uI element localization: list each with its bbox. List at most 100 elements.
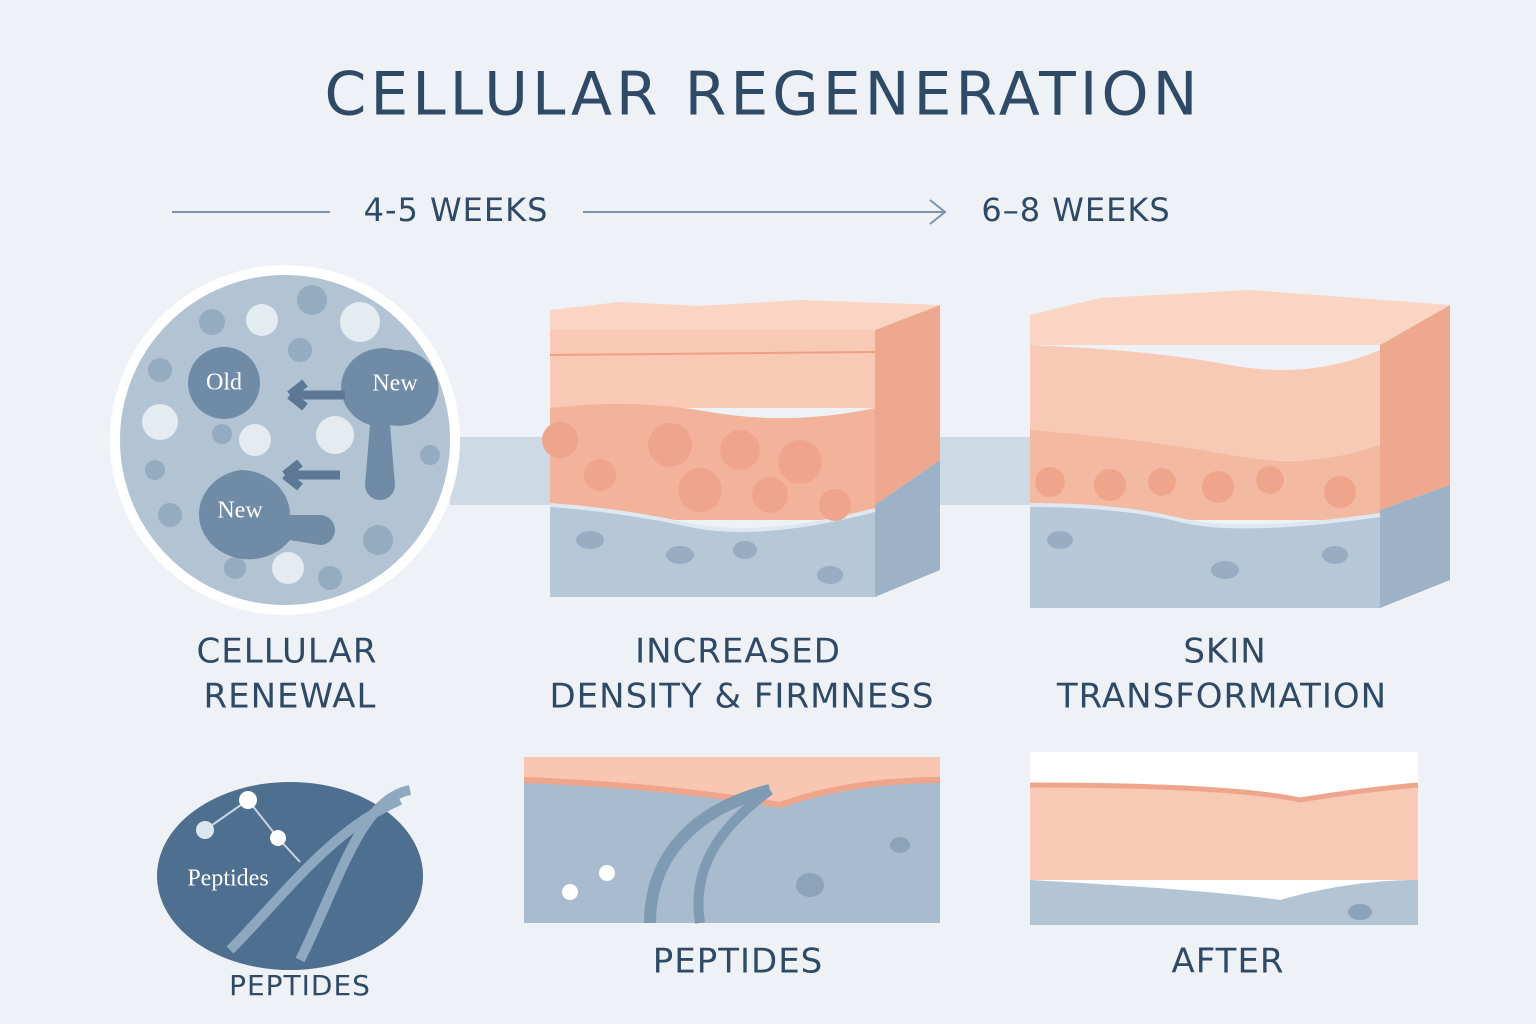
illustration-circle: [599, 865, 615, 881]
illustration-polyline: [204, 798, 301, 863]
arrow-head: [929, 199, 947, 225]
illustration-circle: [158, 503, 182, 527]
bottom-label: AFTER: [1171, 942, 1284, 982]
panel-label: DENSITY & FIRMNESS: [550, 677, 935, 717]
illustration-circle: [819, 489, 851, 521]
skin-block: [1029, 290, 1450, 608]
illustration-circle: [318, 566, 342, 590]
illustration-line: [549, 351, 876, 356]
illustration-path: [226, 795, 402, 954]
panel-label: TRANSFORMATION: [1056, 677, 1387, 717]
illustration-circle: [648, 423, 692, 467]
panel-label: CELLULAR: [197, 632, 378, 672]
cell-label: Old: [206, 370, 242, 396]
illustration-path: [523, 777, 941, 809]
illustration-ellipse: [1322, 546, 1348, 564]
timeline-end: 6–8 WEEKS: [981, 191, 1170, 229]
bottom-label: PEPTIDES: [653, 942, 824, 982]
illustration-circle: [1202, 471, 1234, 503]
illustration-circle: [363, 525, 393, 555]
after-panel: [1029, 752, 1419, 925]
illustration-circle: [420, 445, 440, 465]
illustration-path: [644, 784, 772, 924]
illustration-path: [287, 379, 345, 411]
peptide-oval: [157, 782, 423, 970]
illustration-rect: [550, 330, 875, 408]
illustration-circle: [1035, 467, 1065, 497]
illustration-circle: [246, 304, 278, 336]
illustration-path: [295, 785, 412, 963]
illustration-path: [341, 348, 439, 500]
illustration-path: [1029, 503, 1381, 529]
illustration-path: [1030, 880, 1418, 925]
illustration-circle: [148, 358, 172, 382]
cell-circle: [110, 265, 460, 615]
illustration-circle: [196, 821, 214, 839]
illustration-circle: [272, 552, 304, 584]
illustration-ellipse: [817, 566, 843, 584]
illustration-ellipse: [666, 546, 694, 564]
illustration-circle: [752, 477, 788, 513]
illustration-polygon: [875, 305, 940, 505]
illustration-path: [282, 459, 340, 491]
illustration-ellipse: [890, 837, 910, 853]
illustration-circle: [145, 460, 165, 480]
illustration-circle: [316, 416, 354, 454]
illustration-circle: [224, 557, 246, 579]
illustration-ellipse: [733, 541, 757, 559]
illustration-circle: [678, 468, 722, 512]
illustration-path: [550, 403, 875, 520]
connector: [450, 437, 555, 505]
illustration-polygon: [1380, 485, 1450, 608]
illustration-polygon: [1380, 305, 1450, 510]
illustration-circle: [1148, 468, 1176, 496]
illustration-path: [549, 503, 876, 532]
illustration-polygon: [550, 300, 940, 330]
illustration-circle: [188, 347, 260, 419]
illustration-polygon: [1030, 290, 1450, 345]
panel-label: RENEWAL: [204, 677, 377, 717]
illustration-circle: [239, 424, 271, 456]
illustration-path: [1030, 505, 1380, 608]
skin-block: [542, 300, 940, 597]
illustration-ellipse: [576, 531, 604, 549]
illustration-circle: [239, 791, 257, 809]
illustration-circle: [199, 309, 225, 335]
illustration-circle: [1094, 469, 1126, 501]
illustration-circle: [297, 285, 327, 315]
bottom-label: PEPTIDES: [229, 969, 371, 1002]
illustration-circle: [584, 459, 616, 491]
title: CELLULAR REGENERATION: [324, 60, 1201, 130]
illustration-circle: [1256, 466, 1284, 494]
illustration-circle: [778, 440, 822, 484]
illustration-ellipse: [1211, 561, 1239, 579]
illustration-circle: [142, 404, 178, 440]
peptide-inner-label: Peptides: [187, 866, 268, 892]
illustration-circle: [720, 430, 760, 470]
illustration-circle: [542, 422, 578, 458]
illustration-path: [693, 786, 774, 924]
illustration-path: [198, 470, 335, 560]
illustration-path: [1030, 785, 1418, 880]
illustration-circle: [1324, 476, 1356, 508]
panel-label: SKIN: [1183, 632, 1266, 672]
illustration-polygon: [875, 460, 940, 597]
illustration-ellipse: [1047, 531, 1073, 549]
panel-label: INCREASED: [635, 632, 841, 672]
illustration-ellipse: [1348, 904, 1372, 920]
illustration-circle: [270, 830, 286, 846]
illustration-circle: [212, 424, 232, 444]
connector: [935, 437, 1035, 505]
timeline-start: 4-5 WEEKS: [364, 191, 549, 229]
peptide-panel: [523, 757, 941, 924]
illustration-circle: [288, 338, 312, 362]
illustration-path: [1030, 345, 1380, 460]
illustration-path: [524, 757, 940, 805]
cell-label: New: [372, 371, 418, 397]
cell-label: New: [217, 498, 263, 524]
illustration-path: [1029, 782, 1419, 803]
illustration-ellipse: [796, 873, 824, 897]
illustration-circle: [340, 302, 380, 342]
illustration-circle: [562, 884, 578, 900]
